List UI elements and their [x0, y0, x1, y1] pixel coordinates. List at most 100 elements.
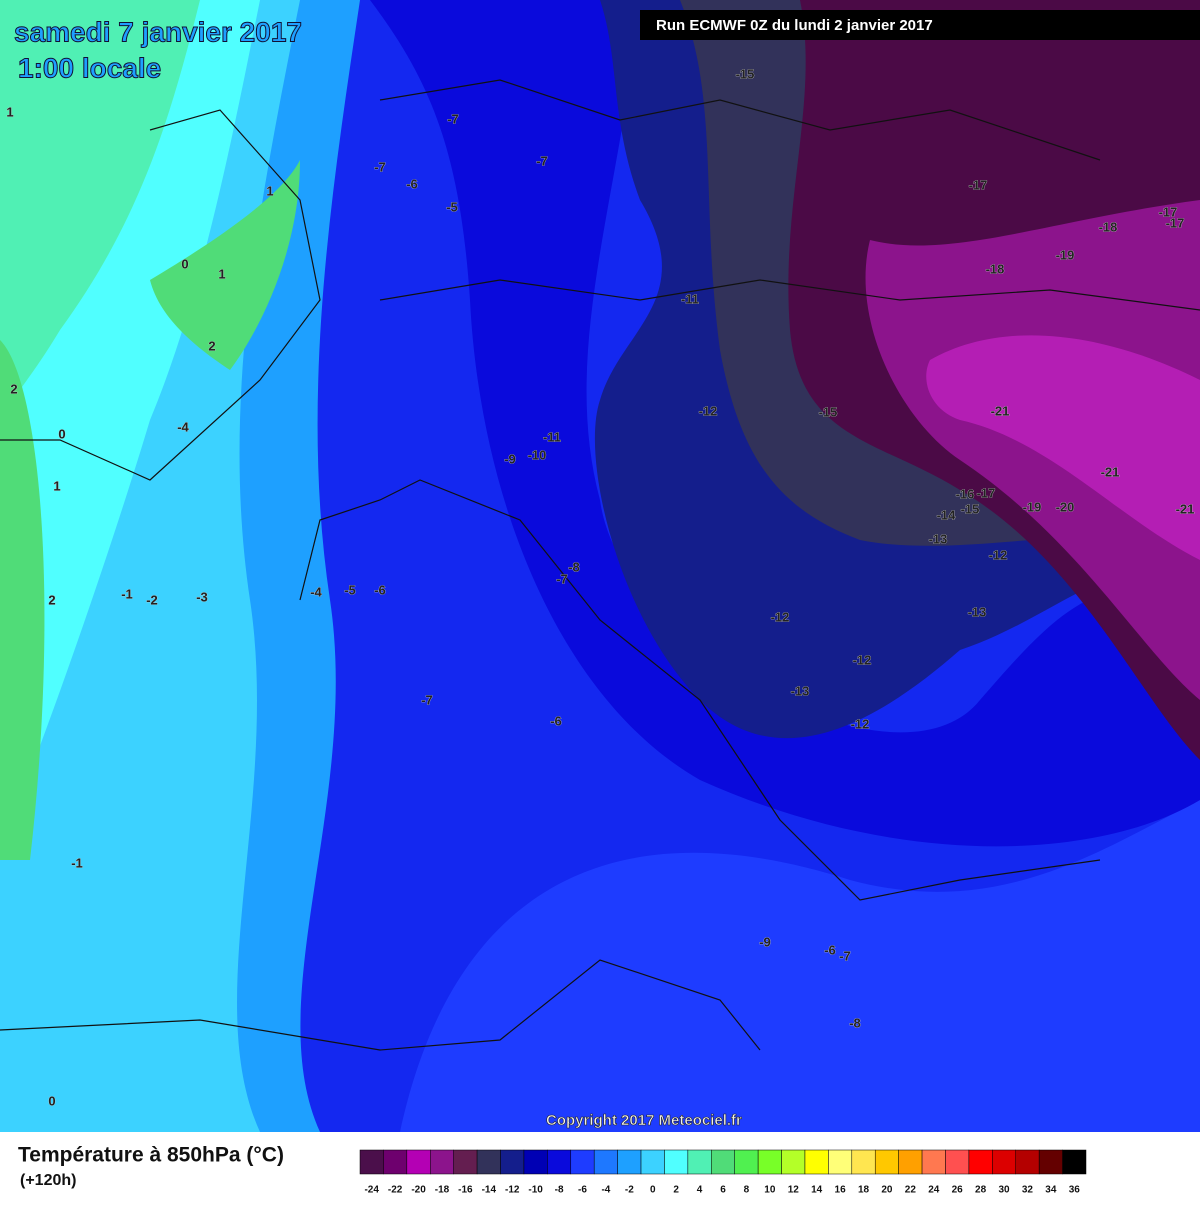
- legend-tick-label: -20: [411, 1185, 426, 1196]
- contour-label: -13: [929, 531, 948, 546]
- contour-label: -8: [849, 1015, 861, 1030]
- contour-label: -5: [446, 199, 458, 214]
- contour-label: -17: [969, 177, 988, 192]
- legend-swatch: [851, 1149, 876, 1175]
- legend-tick-label: -16: [458, 1185, 473, 1196]
- borders: [0, 79, 1200, 1051]
- contour-label: -7: [421, 692, 433, 707]
- legend-tick-label: -6: [578, 1185, 587, 1196]
- legend-title: Température à 850hPa (°C): [18, 1144, 284, 1167]
- contour-label: -1: [121, 586, 133, 601]
- contour-label: 1: [266, 183, 273, 198]
- legend-swatch: [523, 1149, 548, 1175]
- legend-swatch: [804, 1149, 829, 1175]
- legend-swatch: [406, 1149, 431, 1175]
- legend-swatch: [781, 1149, 806, 1175]
- legend-swatch: [968, 1149, 993, 1175]
- contour-label: -9: [504, 451, 516, 466]
- legend-swatch: [617, 1149, 642, 1175]
- legend-swatch: [992, 1149, 1016, 1175]
- legend-tick-label: 30: [998, 1185, 1010, 1196]
- contour-label: -18: [986, 261, 1005, 276]
- contour-label: -15: [819, 404, 838, 419]
- legend-swatch: [874, 1149, 899, 1175]
- legend-tick-label: 24: [928, 1185, 940, 1196]
- legend-tick-label: -2: [625, 1185, 634, 1196]
- legend-subtitle: (+120h): [20, 1172, 76, 1189]
- legend-swatch: [453, 1149, 478, 1175]
- contour-label: -21: [991, 403, 1010, 418]
- contour-label: -7: [839, 948, 851, 963]
- contour-label: -21: [1101, 464, 1120, 479]
- legend-tick-label: 6: [720, 1185, 726, 1196]
- contour-label: -6: [550, 713, 562, 728]
- legend-swatch: [1038, 1149, 1063, 1175]
- contour-label: -4: [177, 419, 189, 434]
- legend-swatch: [500, 1149, 525, 1175]
- legend-swatch: [734, 1149, 759, 1175]
- contour-label: -5: [344, 582, 356, 597]
- legend-tick-label: 18: [858, 1185, 870, 1196]
- contour-label: -7: [556, 571, 568, 586]
- contour-label: -18: [1099, 219, 1118, 234]
- contour-label: 0: [181, 256, 188, 271]
- legend-swatch: [687, 1149, 712, 1175]
- legend-tick-label: -22: [388, 1185, 403, 1196]
- region: [865, 200, 1200, 700]
- legend-tick-label: 12: [788, 1185, 800, 1196]
- legend-tick-label: 10: [764, 1185, 776, 1196]
- legend-tick-label: -18: [435, 1185, 450, 1196]
- contour-label: -15: [961, 501, 980, 516]
- contour-label: -17: [1166, 215, 1185, 230]
- legend-tick-label: 2: [673, 1185, 679, 1196]
- legend-swatch: [640, 1149, 665, 1175]
- contour-label: -17: [1159, 204, 1178, 219]
- legend-swatch: [664, 1149, 689, 1175]
- legend-swatch: [547, 1149, 572, 1175]
- contour-label: -6: [374, 582, 386, 597]
- legend-tick-label: 26: [952, 1185, 964, 1196]
- legend-swatch: [945, 1149, 970, 1175]
- contour-label: 2: [10, 381, 17, 396]
- legend-tick-label: 22: [905, 1185, 917, 1196]
- legend-panel: [0, 1132, 1200, 1218]
- run-info: Run ECMWF 0Z du lundi 2 janvier 2017: [656, 17, 933, 34]
- legend-tick-label: 28: [975, 1185, 987, 1196]
- contour-label: -12: [853, 652, 872, 667]
- legend-tick-label: -4: [601, 1185, 610, 1196]
- contour-label: -8: [568, 559, 580, 574]
- run-banner: [640, 10, 1200, 40]
- contour-label: -13: [791, 683, 810, 698]
- contour-label: -21: [1176, 501, 1195, 516]
- contour-label: -7: [447, 111, 459, 126]
- contour-label: -7: [536, 153, 548, 168]
- contour-label: -17: [977, 485, 996, 500]
- legend-swatch: [1062, 1149, 1087, 1175]
- contour-label: 1: [53, 478, 60, 493]
- legend-tick-label: 36: [1069, 1185, 1081, 1196]
- contour-label: -12: [989, 547, 1008, 562]
- legend-swatch: [921, 1149, 946, 1175]
- contour-label: 2: [48, 592, 55, 607]
- legend-swatch: [711, 1149, 735, 1175]
- legend-tick-label: 34: [1045, 1185, 1057, 1196]
- legend-swatch: [828, 1149, 853, 1175]
- legend-swatch: [430, 1149, 454, 1175]
- contour-label: -6: [824, 942, 836, 957]
- copyright: Copyright 2017 Meteociel.fr: [546, 1112, 742, 1129]
- border: [379, 79, 1101, 161]
- contour-label: -6: [406, 176, 418, 191]
- contour-label: -15: [736, 66, 755, 81]
- contour-label: -20: [1056, 499, 1075, 514]
- legend-tick-label: 16: [835, 1185, 847, 1196]
- contour-label: 0: [48, 1093, 55, 1108]
- legend-tick-label: 8: [744, 1185, 750, 1196]
- contour-label: -9: [759, 934, 771, 949]
- legend-swatch: [898, 1149, 923, 1175]
- contour-label: -14: [937, 507, 957, 522]
- coastline: [0, 109, 321, 481]
- contour-label: -12: [699, 403, 718, 418]
- legend-swatch: [570, 1149, 595, 1175]
